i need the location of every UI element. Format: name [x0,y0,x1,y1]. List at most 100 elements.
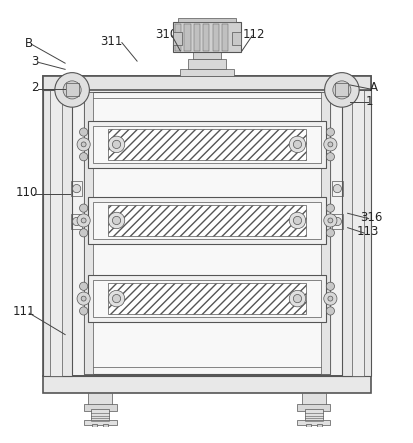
Circle shape [325,307,334,315]
Bar [92,424,97,427]
Text: 316: 316 [359,211,382,224]
Bar [43,76,370,90]
Circle shape [79,204,88,212]
Circle shape [112,216,120,225]
Circle shape [327,296,332,301]
Bar [88,275,325,322]
Bar [43,76,370,376]
Bar [184,24,190,51]
Circle shape [332,218,341,225]
Circle shape [293,216,301,225]
Bar [83,92,93,373]
Bar [50,76,363,376]
Circle shape [293,140,301,148]
Text: A: A [369,82,377,94]
Circle shape [77,292,90,305]
Circle shape [79,153,88,161]
Circle shape [81,296,86,301]
Circle shape [332,184,341,193]
Text: 111: 111 [13,306,35,319]
Bar [301,393,325,406]
Bar [351,90,363,376]
Circle shape [325,204,334,212]
Bar [180,69,233,76]
Bar [188,59,225,69]
Circle shape [323,138,336,151]
Bar [71,214,81,229]
Bar [43,376,370,393]
Bar [93,202,320,239]
Circle shape [327,142,332,147]
Text: 310: 310 [154,28,177,41]
Circle shape [77,214,90,227]
Bar [88,197,325,244]
Text: 3: 3 [31,54,39,68]
Bar [71,181,81,196]
Bar [192,52,221,59]
Bar [335,83,348,97]
Text: 1: 1 [365,95,372,108]
Circle shape [332,81,350,99]
Circle shape [293,295,301,303]
Bar [43,90,72,376]
Circle shape [325,128,334,136]
Bar [103,424,108,427]
Circle shape [81,142,86,147]
Circle shape [289,212,305,229]
Bar [83,420,116,425]
Circle shape [289,136,305,153]
Circle shape [79,282,88,290]
Bar [320,92,330,373]
Bar [304,409,322,421]
Circle shape [79,128,88,136]
Bar [83,92,330,373]
Bar [88,393,112,406]
Bar [212,24,218,51]
Circle shape [325,153,334,161]
Bar [173,32,182,45]
Circle shape [55,73,89,107]
Bar [231,32,240,45]
Bar [193,24,199,51]
Bar [108,205,305,236]
Bar [88,121,325,168]
Circle shape [63,81,81,99]
Bar [91,409,109,421]
Text: 113: 113 [355,225,377,238]
Circle shape [324,73,358,107]
Bar [50,90,62,376]
Circle shape [112,295,120,303]
Circle shape [108,136,124,153]
Text: 112: 112 [242,28,265,41]
Bar [65,83,78,97]
Bar [83,404,116,411]
Text: B: B [25,37,33,51]
Circle shape [112,140,120,148]
Circle shape [108,212,124,229]
Text: 110: 110 [16,186,38,199]
Bar [175,24,180,51]
Circle shape [108,290,124,307]
Circle shape [79,229,88,237]
Bar [90,98,323,368]
Bar [297,420,330,425]
Text: 311: 311 [100,35,123,48]
Circle shape [81,218,86,223]
Circle shape [323,292,336,305]
Circle shape [323,214,336,227]
Bar [222,24,228,51]
Text: 2: 2 [31,82,39,94]
Circle shape [325,229,334,237]
Bar [316,424,321,427]
Bar [332,181,342,196]
Circle shape [325,282,334,290]
Bar [108,283,305,314]
Circle shape [289,290,305,307]
Bar [332,214,342,229]
Bar [93,280,320,317]
Bar [341,90,370,376]
Circle shape [77,138,90,151]
Circle shape [72,218,81,225]
Bar [108,129,305,160]
Bar [297,404,330,411]
